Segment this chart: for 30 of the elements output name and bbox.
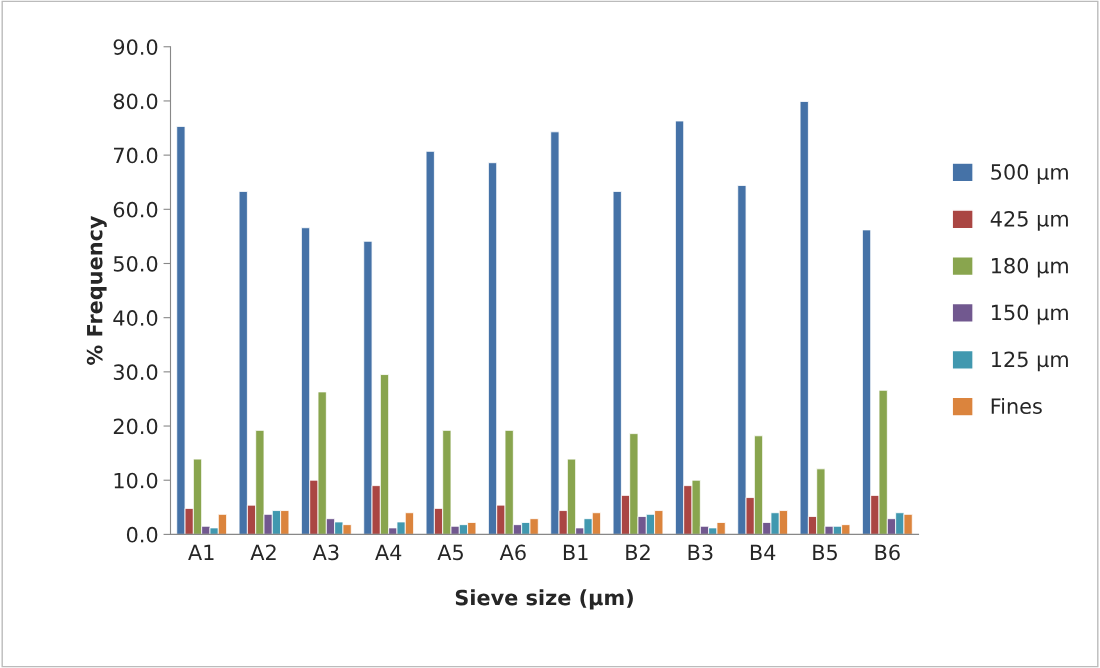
legend-label: 500 µm: [991, 164, 1068, 184]
legend-label: 150 µm: [992, 304, 1068, 325]
y-tick-label: 0.0: [126, 526, 158, 543]
y-tick-label: 90.0: [113, 39, 158, 55]
x-tick-label: B1: [563, 544, 588, 560]
x-tick-label: A3: [312, 544, 339, 561]
x-tick-label: A2: [250, 544, 276, 560]
legend-label: 425 µm: [990, 210, 1068, 231]
y-tick-label: 50.0: [113, 255, 158, 272]
y-tick-label: 80.0: [113, 93, 158, 110]
y-tick-label: 20.0: [113, 418, 158, 435]
x-tick-label: B3: [688, 544, 713, 561]
y-tick-label: 10.0: [114, 472, 158, 489]
legend-label: 180 µm: [992, 257, 1068, 278]
y-tick-label: 60.0: [113, 201, 158, 218]
legend-label: 125 µm: [992, 351, 1068, 372]
x-axis-title: Sieve size (µm): [455, 589, 633, 610]
x-tick-label: B6: [875, 544, 900, 561]
y-tick-label: 40.0: [113, 310, 158, 326]
x-tick-label: A1: [188, 544, 214, 560]
x-tick-label: A6: [499, 544, 526, 561]
x-tick-label: B2: [626, 544, 650, 560]
x-tick-label: B4: [750, 544, 776, 560]
legend-label: Fines: [991, 397, 1042, 415]
x-tick-label: A4: [375, 544, 402, 560]
y-axis-title: % Frequency: [86, 215, 107, 365]
x-tick-label: B5: [813, 544, 837, 561]
y-tick-label: 30.0: [113, 364, 158, 381]
x-tick-label: A5: [437, 544, 463, 561]
y-tick-label: 70.0: [114, 147, 158, 164]
